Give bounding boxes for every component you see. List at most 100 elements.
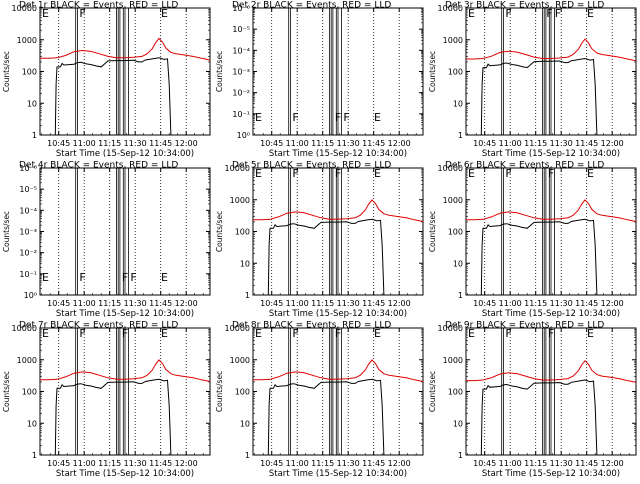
y-tick-label: 10⁻⁵ (232, 25, 250, 34)
flag-label: F (548, 167, 554, 180)
x-tick-label: 11:00 (286, 299, 309, 308)
flag-label: E (161, 327, 168, 340)
flag-label: E (42, 7, 49, 20)
flag-label: F (130, 271, 136, 284)
lld-series-line (253, 359, 424, 382)
y-axis-label: Counts/sec (428, 211, 437, 252)
flag-label: E (255, 327, 262, 340)
x-tick-label: 10:45 (47, 459, 70, 468)
x-tick-label: 11:00 (73, 299, 96, 308)
x-tick-label: 11:15 (98, 299, 121, 308)
events-series-line (40, 57, 172, 136)
flag-label: E (468, 167, 475, 180)
flag-label: F (335, 167, 341, 180)
x-axis-label: Start Time (15-Sep-12 10:34:00) (269, 149, 407, 159)
y-tick-label: 1 (458, 291, 463, 300)
events-series-line (253, 378, 385, 456)
x-tick-label: 10:45 (473, 459, 496, 468)
y-tick-label: 1 (458, 131, 463, 140)
x-tick-label: 11:15 (311, 459, 334, 468)
x-axis-label: Start Time (15-Sep-12 10:34:00) (482, 469, 620, 479)
x-tick-label: 11:45 (575, 139, 598, 148)
x-tick-label: 12:00 (601, 459, 624, 468)
y-tick-label: 100 (22, 68, 37, 77)
chart-panel-9: 1 10 100 1000 10000 10:45 11:00 11:15 11:30 11:45… (428, 321, 637, 479)
y-tick-label: 10000 (438, 4, 463, 13)
x-tick-label: 12:00 (388, 459, 411, 468)
x-tick-label: 11:00 (499, 299, 522, 308)
lld-series-line (466, 199, 637, 222)
flag-label: F (79, 327, 85, 340)
x-tick-label: 11:15 (311, 139, 334, 148)
x-tick-label: 11:00 (286, 139, 309, 148)
y-tick-label: 1 (458, 451, 463, 460)
y-tick-label: 10 (240, 419, 250, 428)
flag-label: E (468, 7, 475, 20)
x-tick-label: 11:30 (124, 459, 147, 468)
y-tick-label: 10000 (225, 164, 250, 173)
chart-title: Det 1r BLACK = Events, RED = LLD (19, 1, 178, 11)
x-tick-label: 10:45 (473, 139, 496, 148)
x-tick-label: 11:45 (362, 299, 385, 308)
x-tick-label: 11:00 (499, 459, 522, 468)
y-tick-label: 10⁰ (237, 131, 250, 140)
x-tick-label: 12:00 (601, 299, 624, 308)
chart-title: Det 9r BLACK = Events, RED = LLD (445, 321, 604, 331)
x-tick-label: 11:30 (124, 139, 147, 148)
lld-series-line (253, 199, 424, 222)
y-tick-label: 10 (453, 259, 463, 268)
x-tick-label: 11:15 (524, 299, 547, 308)
flag-label: F (292, 111, 298, 124)
lld-series-line (40, 359, 211, 382)
events-series-line (466, 218, 598, 296)
y-tick-label: 100 (22, 388, 37, 397)
x-tick-label: 11:15 (524, 139, 547, 148)
flag-label: E (42, 271, 49, 284)
y-tick-label: 1 (32, 131, 37, 140)
chart-title: Det 6r BLACK = Events, RED = LLD (445, 161, 604, 171)
flag-label: E (161, 7, 168, 20)
x-tick-label: 11:45 (362, 139, 385, 148)
y-axis-label: Counts/sec (215, 371, 224, 412)
y-axis-label: Counts/sec (428, 51, 437, 92)
chart-title: Det 4r BLACK = Events, RED = LLD (19, 161, 178, 171)
chart-title: Det 5r BLACK = Events, RED = LLD (232, 161, 391, 171)
y-tick-label: 10⁻¹ (232, 110, 250, 119)
y-axis-label: Counts/sec (215, 211, 224, 252)
y-tick-label: 1000 (17, 36, 37, 45)
y-axis-label: Counts/sec (2, 371, 11, 412)
x-tick-label: 11:00 (73, 459, 96, 468)
flag-label: E (374, 327, 381, 340)
x-tick-label: 12:00 (388, 299, 411, 308)
y-tick-label: 100 (448, 68, 463, 77)
x-tick-label: 11:30 (337, 459, 360, 468)
y-tick-label: 10⁻⁶ (232, 4, 250, 13)
flag-label: F (292, 327, 298, 340)
x-tick-label: 10:45 (473, 299, 496, 308)
flag-label: E (374, 167, 381, 180)
x-tick-label: 11:00 (286, 459, 309, 468)
y-axis-label: Counts/sec (2, 211, 11, 252)
flag-label: E (374, 111, 381, 124)
flag-label: F (122, 327, 128, 340)
y-tick-label: 1000 (443, 356, 463, 365)
x-tick-label: 11:15 (524, 459, 547, 468)
y-tick-label: 10⁰ (24, 291, 37, 300)
flag-label: F (548, 327, 554, 340)
y-tick-label: 10000 (438, 324, 463, 333)
x-tick-label: 11:45 (575, 299, 598, 308)
y-tick-label: 10⁻⁶ (19, 164, 37, 173)
chart-panel-5: 1 10 100 1000 10000 10:45 11:00 11:15 11:30 11:45… (215, 161, 424, 319)
x-tick-label: 11:30 (337, 299, 360, 308)
x-axis-label: Start Time (15-Sep-12 10:34:00) (269, 309, 407, 319)
x-tick-label: 11:30 (550, 139, 573, 148)
x-tick-label: 12:00 (175, 459, 198, 468)
lld-series-line (40, 37, 211, 61)
x-tick-label: 11:45 (362, 459, 385, 468)
x-axis-label: Start Time (15-Sep-12 10:34:00) (56, 469, 194, 479)
y-tick-label: 1 (32, 451, 37, 460)
